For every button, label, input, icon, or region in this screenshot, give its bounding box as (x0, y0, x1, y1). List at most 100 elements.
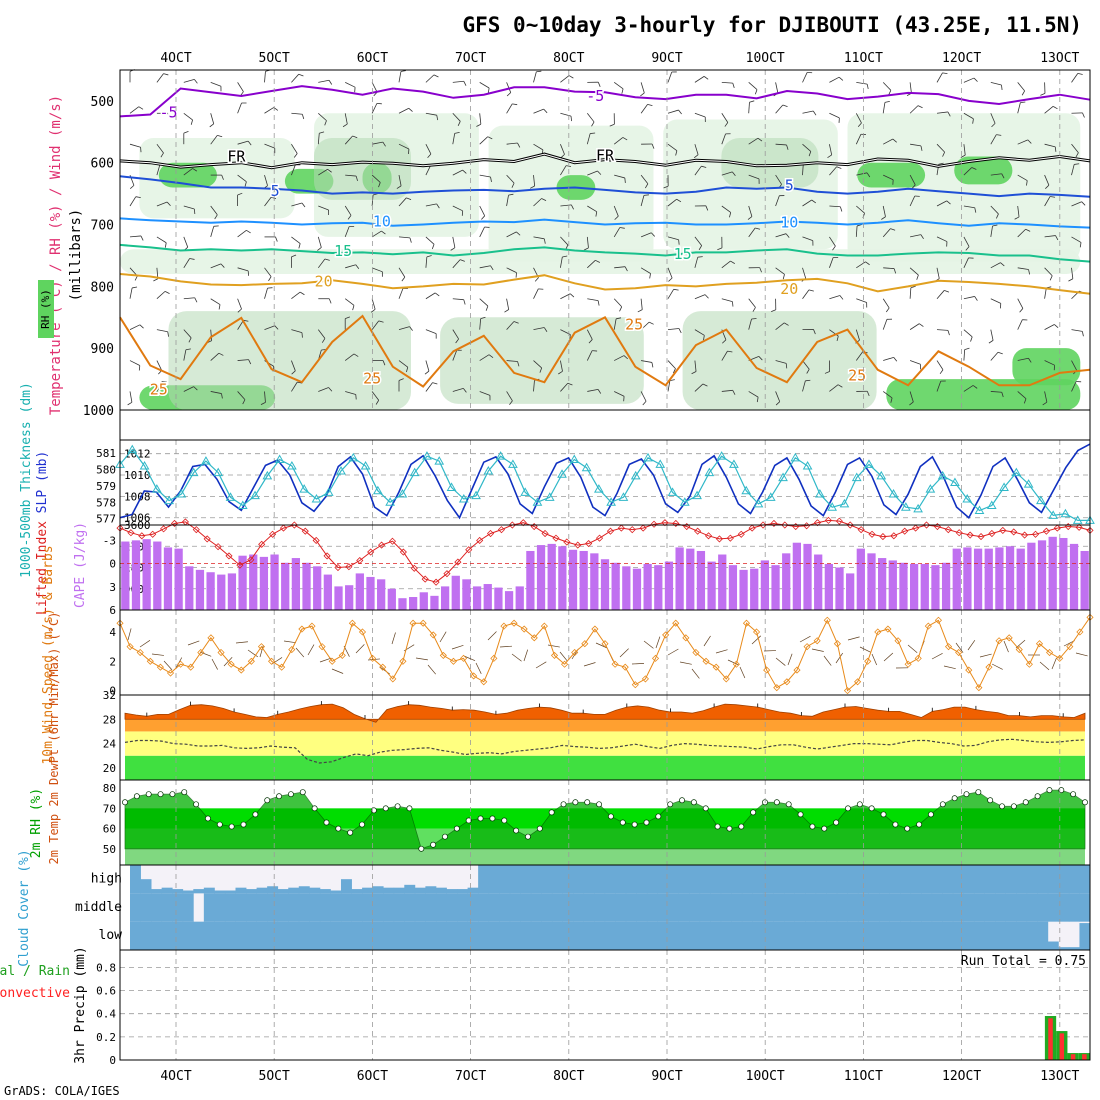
cloud-high-bar (784, 865, 796, 894)
cloud-high-bar (689, 865, 701, 894)
wind-barb-flag (567, 382, 573, 386)
cape-bar (334, 586, 343, 610)
wind10m-barb (931, 653, 943, 660)
wind-barb (210, 226, 215, 238)
wind10m-barb (199, 651, 212, 657)
wind10m-barb (967, 639, 976, 651)
wind10m-barb (739, 666, 746, 679)
wind-barb (1071, 73, 1079, 83)
wind-barb (748, 391, 759, 398)
thickness-marker (593, 484, 604, 493)
wind-barb (694, 112, 706, 118)
pressure-tick: 600 (91, 157, 114, 172)
wind-barb (694, 76, 705, 83)
wind-barb-flag (1026, 180, 1028, 186)
wind10m-barb (979, 653, 992, 658)
rh-marker (773, 799, 780, 806)
wind-barb-flag (434, 292, 440, 297)
wind-barb (291, 112, 303, 115)
wind-barb-flag (637, 309, 643, 313)
thickness-marker (446, 482, 457, 491)
wind-barb-flag (909, 401, 914, 406)
wind10m-barb (247, 649, 259, 658)
wind-barb-flag (463, 388, 467, 393)
cape-bar (1027, 542, 1036, 610)
wind-barb (506, 360, 518, 362)
cloud-middle-bar (773, 893, 785, 922)
wind-barb-flag (160, 152, 164, 158)
wind10m-barb (475, 662, 482, 674)
wind-barb (748, 137, 759, 145)
wind-barb (560, 236, 569, 246)
cloud-middle-bar (1047, 893, 1059, 922)
cape-bar (472, 586, 482, 610)
cape-bar (707, 561, 716, 610)
wind10m-barb (295, 647, 305, 658)
cape-bar (195, 569, 205, 610)
wind-barb (237, 102, 242, 114)
thickness-marker (557, 469, 567, 478)
wind-barb-flag (237, 308, 242, 313)
wind-barb (667, 236, 679, 241)
wind-speed-marker (379, 663, 387, 671)
wind-barb-flag (964, 347, 970, 350)
cloud-middle-bar (161, 893, 173, 922)
cloud-high-bar (710, 865, 722, 894)
wind-barb-flag (327, 168, 332, 173)
wind-speed-marker (843, 687, 852, 695)
li-marker (846, 521, 854, 529)
li-marker (857, 526, 865, 534)
cloud-middle-bar (657, 893, 669, 922)
wind-barb-flag (476, 123, 482, 127)
wind-barb (560, 144, 565, 155)
wind-barb (910, 234, 921, 238)
wind-barb-flag (996, 134, 1002, 136)
isotherm-10 (119, 217, 1091, 229)
wind-barb (237, 82, 244, 92)
wind-barb (398, 236, 410, 239)
cloud-high-bar (836, 865, 848, 894)
wind-barb (802, 380, 806, 392)
rh-marker (548, 809, 555, 816)
li-marker (835, 517, 843, 525)
rh-legend-swatch (38, 280, 54, 338)
cloud-low-bar (140, 921, 152, 950)
wind-barb (990, 113, 996, 124)
cape-bar (440, 586, 450, 610)
cloud-low-bar (847, 921, 859, 950)
cloud-low-bar (372, 921, 384, 950)
wind-barb (909, 195, 916, 207)
cloud-low-bar (1037, 921, 1049, 950)
wind-barb (667, 198, 677, 207)
li-marker (432, 578, 440, 586)
wind-barb (371, 230, 382, 238)
wind10m-barb (283, 640, 296, 644)
wind-barb-flag (378, 182, 381, 188)
wind-barb (560, 165, 567, 176)
wind-barb (560, 112, 572, 117)
wind-speed-marker (975, 684, 983, 692)
wind-barb (183, 112, 193, 121)
cape-bar (632, 568, 642, 610)
cloud-middle-bar (805, 893, 817, 922)
wind-barb-flag (588, 339, 593, 344)
rh-marker (892, 821, 899, 828)
wind-barb (183, 236, 189, 248)
wind-barb (371, 320, 380, 330)
wind-barb (1044, 267, 1053, 277)
chart-title: GFS 0~10day 3-hourly for DJIBOUTI (43.25… (462, 13, 1082, 37)
wind-barb (533, 175, 536, 187)
cloud-middle-bar (309, 893, 321, 922)
cloud-middle-bar (393, 893, 405, 922)
cloud-high-bar (826, 865, 838, 894)
wind-barb (1071, 143, 1079, 153)
cloud-middle-bar (435, 893, 447, 922)
wind-barb-flag (450, 247, 456, 251)
isotherm-freezing-inner (119, 153, 1091, 169)
li-marker (203, 535, 211, 543)
isotherm-label: 15 (674, 245, 692, 263)
wind-speed-marker (914, 654, 922, 662)
wind-barb-flag (727, 350, 733, 353)
isotherm-label: 5 (271, 182, 280, 200)
wind-barb (479, 136, 489, 145)
